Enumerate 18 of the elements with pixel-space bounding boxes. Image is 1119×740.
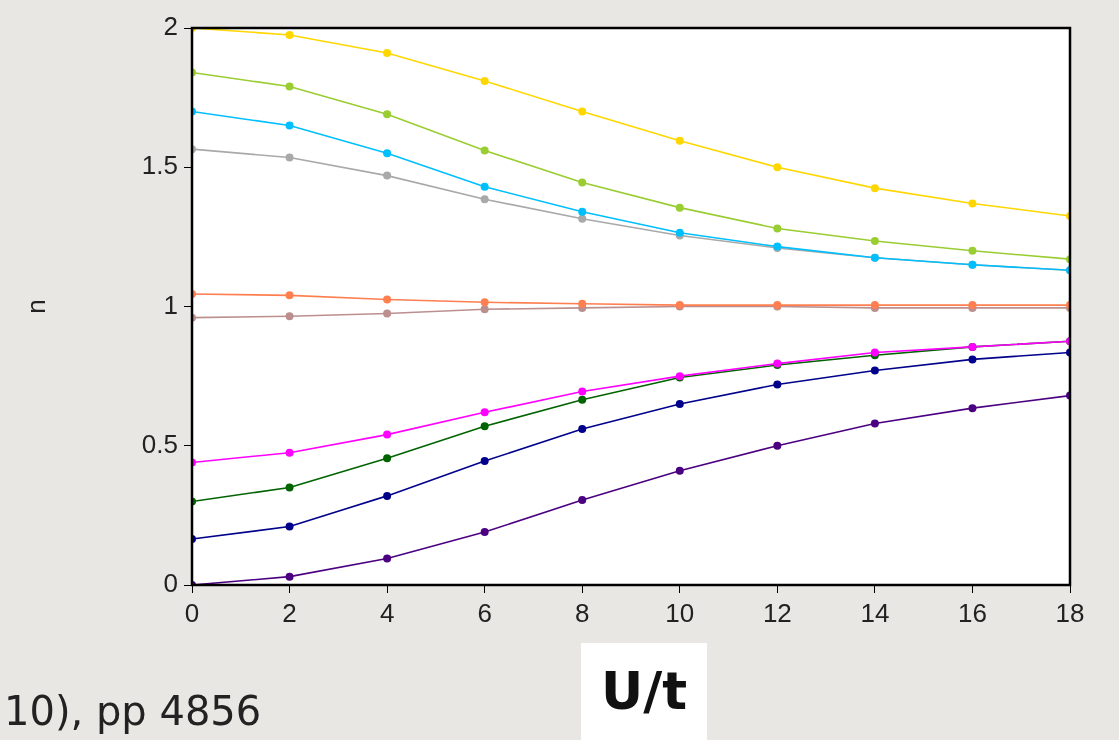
- x-tick-label: 18: [1055, 597, 1085, 628]
- y-tick-label: 1.5: [141, 150, 178, 181]
- text: 10), pp 4856: [4, 688, 262, 735]
- x-tick-label: 6: [477, 597, 492, 628]
- y-axis-title: n: [21, 299, 52, 314]
- y-tick-label: 0.5: [141, 428, 178, 459]
- x-tick-label: 0: [184, 597, 200, 628]
- y-tick-label: 0: [163, 568, 178, 599]
- y-tick-label: 1: [163, 289, 178, 320]
- y-tick-label: 2: [163, 11, 178, 42]
- x-tick-label: 12: [762, 597, 792, 628]
- x-tick-label: 2: [282, 597, 297, 628]
- x-tick-label: 14: [860, 597, 890, 628]
- x-axis-title: U/t: [600, 660, 688, 721]
- x-tick-label: 4: [379, 597, 395, 628]
- x-tick-label: 16: [957, 597, 987, 628]
- x-tick-label: 10: [665, 597, 695, 628]
- x-tick-label: 8: [574, 597, 590, 628]
